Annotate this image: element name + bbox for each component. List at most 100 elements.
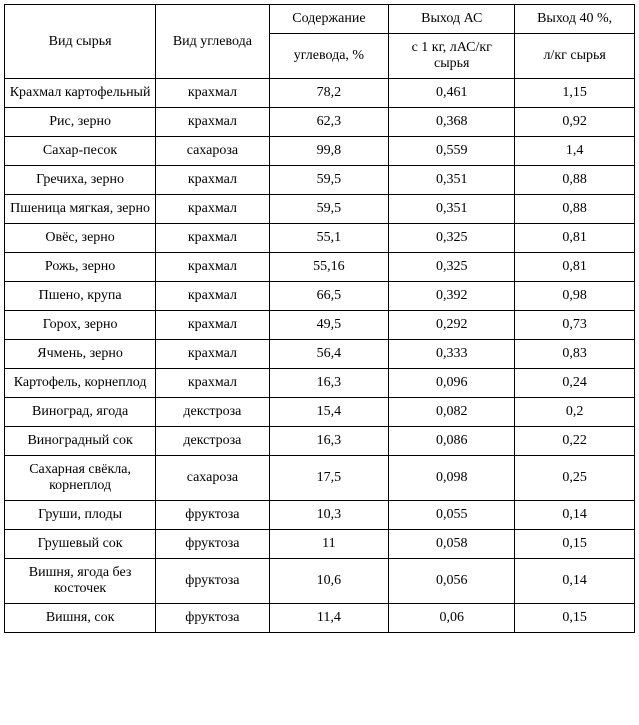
cell-carbohydrate: фруктоза	[156, 604, 269, 633]
table-row: Горох, зернокрахмал49,50,2920,73	[5, 311, 635, 340]
cell-yield-40: 0,15	[515, 604, 635, 633]
cell-content: 10,3	[269, 501, 389, 530]
cell-yield-40: 0,24	[515, 369, 635, 398]
table-row: Грушевый сокфруктоза110,0580,15	[5, 530, 635, 559]
cell-yield-ac: 0,351	[389, 166, 515, 195]
table-row: Сахарная свёкла, корнеплодсахароза17,50,…	[5, 456, 635, 501]
cell-raw-material: Крахмал картофельный	[5, 79, 156, 108]
cell-yield-ac: 0,292	[389, 311, 515, 340]
cell-content: 16,3	[269, 369, 389, 398]
table-row: Виноград, ягодадекстроза15,40,0820,2	[5, 398, 635, 427]
cell-raw-material: Виноградный сок	[5, 427, 156, 456]
table-row: Сахар-песоксахароза99,80,5591,4	[5, 137, 635, 166]
cell-content: 49,5	[269, 311, 389, 340]
cell-yield-40: 0,15	[515, 530, 635, 559]
header-content-sub: углевода, %	[269, 34, 389, 79]
cell-yield-40: 0,2	[515, 398, 635, 427]
cell-content: 99,8	[269, 137, 389, 166]
table-body: Крахмал картофельныйкрахмал78,20,4611,15…	[5, 79, 635, 633]
cell-yield-ac: 0,325	[389, 253, 515, 282]
table-row: Виноградный сокдекстроза16,30,0860,22	[5, 427, 635, 456]
cell-carbohydrate: крахмал	[156, 108, 269, 137]
cell-carbohydrate: крахмал	[156, 166, 269, 195]
table-row: Пшеница мягкая, зернокрахмал59,50,3510,8…	[5, 195, 635, 224]
cell-yield-ac: 0,058	[389, 530, 515, 559]
cell-yield-ac: 0,056	[389, 559, 515, 604]
cell-content: 11	[269, 530, 389, 559]
cell-content: 78,2	[269, 79, 389, 108]
cell-raw-material: Горох, зерно	[5, 311, 156, 340]
cell-yield-40: 0,81	[515, 253, 635, 282]
cell-yield-ac: 0,098	[389, 456, 515, 501]
header-yield-40-group: Выход 40 %,	[515, 5, 635, 34]
cell-yield-ac: 0,325	[389, 224, 515, 253]
cell-raw-material: Овёс, зерно	[5, 224, 156, 253]
cell-carbohydrate: сахароза	[156, 456, 269, 501]
cell-raw-material: Виноград, ягода	[5, 398, 156, 427]
cell-yield-ac: 0,333	[389, 340, 515, 369]
cell-carbohydrate: фруктоза	[156, 559, 269, 604]
cell-carbohydrate: крахмал	[156, 195, 269, 224]
header-raw-material: Вид сырья	[5, 5, 156, 79]
cell-yield-40: 1,15	[515, 79, 635, 108]
header-content-group: Содержание	[269, 5, 389, 34]
table-row: Крахмал картофельныйкрахмал78,20,4611,15	[5, 79, 635, 108]
cell-raw-material: Вишня, сок	[5, 604, 156, 633]
cell-yield-40: 0,14	[515, 559, 635, 604]
cell-yield-ac: 0,392	[389, 282, 515, 311]
table-row: Рис, зернокрахмал62,30,3680,92	[5, 108, 635, 137]
cell-raw-material: Вишня, ягода без косточек	[5, 559, 156, 604]
cell-carbohydrate: крахмал	[156, 224, 269, 253]
cell-carbohydrate: крахмал	[156, 282, 269, 311]
table-row: Вишня, сокфруктоза11,40,060,15	[5, 604, 635, 633]
header-yield-ac-group: Выход АС	[389, 5, 515, 34]
cell-yield-40: 1,4	[515, 137, 635, 166]
header-carbohydrate: Вид углевода	[156, 5, 269, 79]
cell-raw-material: Груши, плоды	[5, 501, 156, 530]
cell-raw-material: Картофель, корнеплод	[5, 369, 156, 398]
cell-raw-material: Гречиха, зерно	[5, 166, 156, 195]
cell-content: 66,5	[269, 282, 389, 311]
cell-yield-40: 0,81	[515, 224, 635, 253]
cell-raw-material: Пшено, крупа	[5, 282, 156, 311]
cell-content: 59,5	[269, 195, 389, 224]
table-row: Пшено, крупакрахмал66,50,3920,98	[5, 282, 635, 311]
cell-raw-material: Сахарная свёкла, корнеплод	[5, 456, 156, 501]
cell-content: 59,5	[269, 166, 389, 195]
cell-carbohydrate: сахароза	[156, 137, 269, 166]
header-yield-ac-sub: с 1 кг, лАС/кг сырья	[389, 34, 515, 79]
cell-content: 17,5	[269, 456, 389, 501]
cell-yield-40: 0,83	[515, 340, 635, 369]
cell-content: 10,6	[269, 559, 389, 604]
cell-content: 16,3	[269, 427, 389, 456]
cell-carbohydrate: крахмал	[156, 340, 269, 369]
cell-carbohydrate: крахмал	[156, 369, 269, 398]
cell-raw-material: Рис, зерно	[5, 108, 156, 137]
cell-carbohydrate: крахмал	[156, 79, 269, 108]
yield-table: Вид сырья Вид углевода Содержание Выход …	[4, 4, 635, 633]
cell-yield-ac: 0,461	[389, 79, 515, 108]
table-row: Вишня, ягода без косточекфруктоза10,60,0…	[5, 559, 635, 604]
cell-content: 56,4	[269, 340, 389, 369]
cell-carbohydrate: крахмал	[156, 253, 269, 282]
table-row: Ячмень, зернокрахмал56,40,3330,83	[5, 340, 635, 369]
cell-yield-ac: 0,351	[389, 195, 515, 224]
table-row: Груши, плодыфруктоза10,30,0550,14	[5, 501, 635, 530]
cell-content: 11,4	[269, 604, 389, 633]
table-header: Вид сырья Вид углевода Содержание Выход …	[5, 5, 635, 79]
table-row: Картофель, корнеплодкрахмал16,30,0960,24	[5, 369, 635, 398]
table-row: Овёс, зернокрахмал55,10,3250,81	[5, 224, 635, 253]
cell-carbohydrate: крахмал	[156, 311, 269, 340]
cell-carbohydrate: декстроза	[156, 398, 269, 427]
cell-raw-material: Ячмень, зерно	[5, 340, 156, 369]
cell-yield-40: 0,88	[515, 195, 635, 224]
cell-content: 15,4	[269, 398, 389, 427]
cell-yield-40: 0,92	[515, 108, 635, 137]
cell-yield-ac: 0,055	[389, 501, 515, 530]
cell-carbohydrate: фруктоза	[156, 530, 269, 559]
cell-yield-ac: 0,096	[389, 369, 515, 398]
cell-yield-40: 0,25	[515, 456, 635, 501]
cell-yield-ac: 0,559	[389, 137, 515, 166]
cell-yield-ac: 0,086	[389, 427, 515, 456]
cell-yield-ac: 0,06	[389, 604, 515, 633]
